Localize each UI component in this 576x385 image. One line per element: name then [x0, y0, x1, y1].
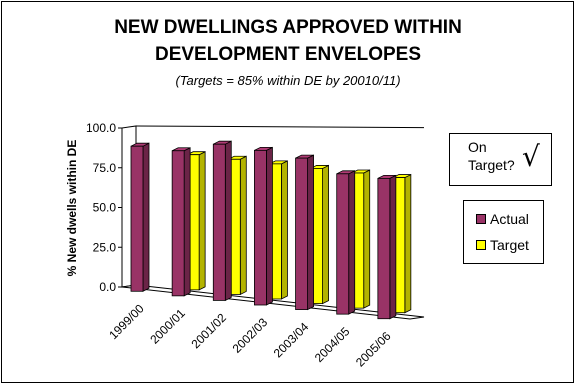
x-tick-label: 2003/04: [271, 320, 312, 361]
bar-actual-2003/04-side: [307, 154, 314, 311]
bar-actual-2003/04-front: [295, 157, 308, 310]
bar-actual-2005/06: [377, 174, 397, 320]
bar-actual-2004/05-side: [348, 170, 356, 315]
y-tick-label: 100.0: [86, 121, 116, 135]
x-tick-label: 2002/03: [230, 315, 271, 356]
bar-target-2004/05-side: [363, 169, 371, 309]
on-target-label: On Target?: [468, 139, 515, 173]
bar-actual-2001/02: [212, 140, 232, 302]
bar-actual-2003/04: [295, 154, 314, 311]
bar-target-2002/03-side: [281, 160, 288, 300]
y-tick-label: 25.0: [93, 240, 117, 254]
bar-actual-2005/06-front: [377, 177, 391, 320]
chart-title-line2: DEVELOPMENT ENVELOPES: [154, 44, 422, 65]
legend-label-target: Target: [490, 237, 529, 253]
bar-target-2005/06-side: [404, 173, 412, 314]
chart-subtitle: (Targets = 85% within DE by 20010/11): [175, 73, 401, 88]
bar-actual-2001/02-side: [224, 140, 232, 302]
bar-actual-1999/00: [130, 142, 150, 292]
bar-target-2003/04-side: [322, 164, 329, 305]
legend-swatch-actual: [476, 214, 486, 224]
x-tick-label: 2004/05: [312, 324, 353, 365]
bar-target-2000/01-side: [198, 151, 206, 291]
checkmark-icon: √: [522, 140, 540, 173]
bar-actual-2001/02-front: [212, 143, 226, 301]
chart-bars: [130, 140, 412, 320]
bar-actual-2004/05-front: [336, 173, 350, 315]
bar-actual-1999/00-side: [142, 142, 150, 292]
bar-actual-2002/03-side: [266, 146, 273, 306]
chart-legend: Actual Target: [463, 200, 544, 264]
chart-axes: [118, 127, 122, 288]
bar-actual-2004/05: [336, 170, 356, 315]
bar-target-2001/02-side: [239, 155, 247, 296]
y-tick-label: 75.0: [93, 161, 117, 175]
back-wall-top: [135, 125, 425, 129]
bar-actual-2000/01: [171, 147, 191, 297]
x-tick-label: 1999/00: [106, 301, 147, 342]
x-tick-label: 2000/01: [147, 306, 188, 347]
bar-actual-2000/01-front: [171, 150, 185, 297]
legend-label-actual: Actual: [490, 211, 529, 227]
bar-actual-2002/03-front: [254, 149, 267, 306]
legend-swatch-target: [476, 240, 486, 250]
chart-title-line1: NEW DWELLINGS APPROVED WITHIN: [114, 17, 462, 38]
on-target-box: On Target? √: [449, 133, 552, 186]
y-axis-title: % New dwells within DE: [65, 140, 79, 277]
bar-actual-2002/03: [254, 146, 273, 306]
bar-actual-1999/00-front: [130, 145, 144, 292]
bar-actual-2005/06-side: [389, 174, 397, 320]
bar-actual-2000/01-side: [183, 147, 191, 297]
y-tick-label: 0.0: [99, 280, 116, 294]
x-tick-label: 2001/02: [188, 310, 229, 351]
x-tick-label: 2005/06: [353, 329, 394, 370]
y-tick-label: 50.0: [93, 201, 117, 215]
